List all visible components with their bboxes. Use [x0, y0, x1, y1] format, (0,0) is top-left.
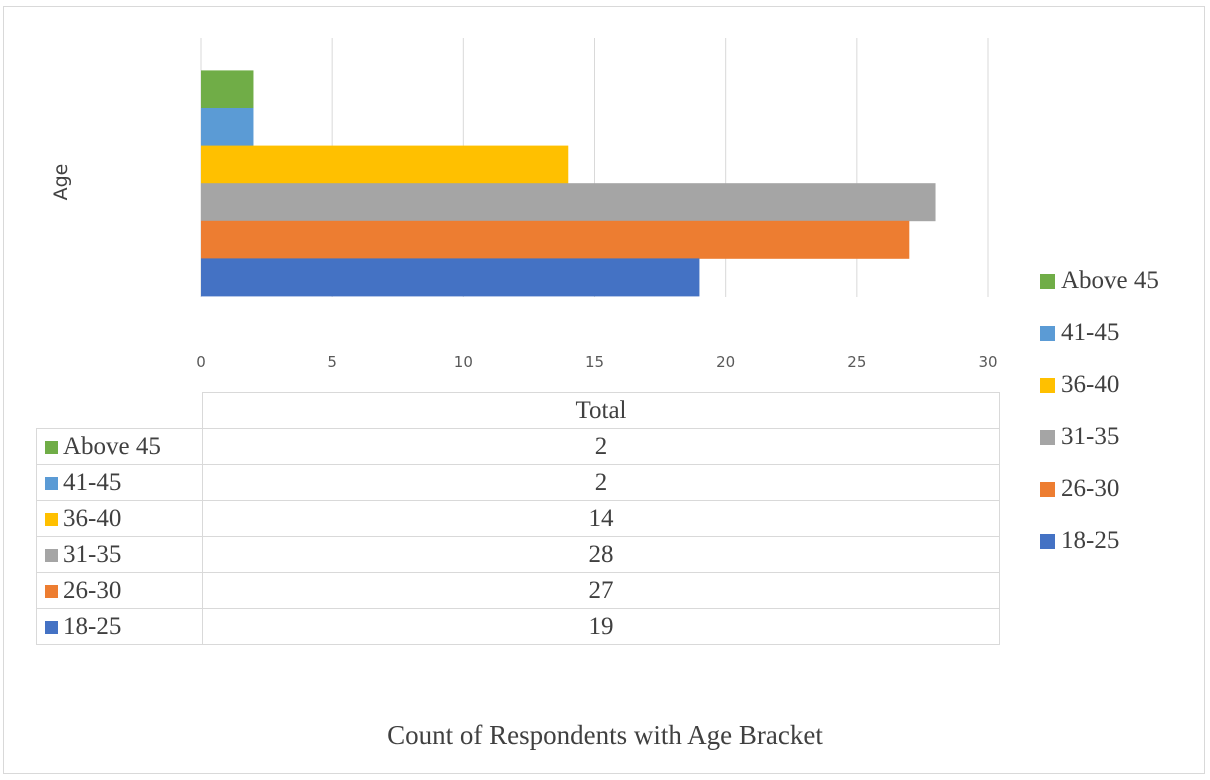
row-swatch	[45, 440, 58, 454]
legend-swatch	[1040, 429, 1055, 445]
table-row: 18-25 19	[36, 608, 1000, 645]
row-label: 36-40	[63, 504, 122, 532]
row-value: 2	[202, 464, 1000, 501]
bar-26-30	[201, 220, 910, 259]
legend-label: 36-40	[1061, 371, 1120, 398]
x-axis-ticks: 0 5 10 15 20 25 30	[196, 353, 997, 371]
row-value: 27	[202, 572, 1000, 609]
row-swatch	[45, 476, 58, 490]
bar-above-45	[201, 70, 254, 109]
row-label: 31-35	[63, 540, 122, 568]
legend-label: 18-25	[1061, 527, 1120, 554]
data-table: Total Above 45 2 41-45 2 36-40 14 31-35 28 26-30…	[36, 392, 1000, 645]
legend-item: Above 45	[1040, 255, 1159, 307]
row-value: 28	[202, 536, 1000, 573]
x-tick-label: 30	[978, 353, 997, 371]
table-row: 36-40 14	[36, 500, 1000, 537]
bar-41-45	[201, 108, 254, 146]
chart-caption: Count of Respondents with Age Bracket	[387, 720, 823, 750]
x-tick-label: 5	[327, 353, 337, 371]
bar-18-25	[201, 258, 700, 297]
table-row: 26-30 27	[36, 572, 1000, 609]
row-value: 19	[202, 608, 1000, 645]
row-label: 41-45	[63, 468, 122, 496]
x-tick-label: 20	[716, 353, 735, 371]
table-header-row: Total	[36, 392, 1000, 429]
legend-label: Above 45	[1061, 267, 1159, 294]
row-value: 14	[202, 500, 1000, 537]
row-swatch	[45, 548, 58, 562]
bars	[201, 70, 936, 297]
legend-swatch	[1040, 377, 1055, 393]
bar-chart: 0 5 10 15 20 25 30	[196, 38, 998, 371]
x-tick-label: 10	[454, 353, 473, 371]
table-column-header: Total	[202, 392, 1000, 429]
bar-36-40	[201, 145, 569, 184]
row-header: 18-25	[36, 608, 203, 645]
row-header: Above 45	[36, 428, 203, 465]
row-header: 31-35	[36, 536, 203, 573]
row-label: 18-25	[63, 612, 122, 640]
row-label: Above 45	[63, 432, 161, 460]
chart-frame	[3, 6, 1205, 774]
legend-label: 41-45	[1061, 319, 1120, 346]
legend-item: 26-30	[1040, 463, 1159, 515]
legend-label: 31-35	[1061, 423, 1120, 450]
row-swatch	[45, 620, 58, 634]
legend-label: 26-30	[1061, 475, 1120, 502]
legend-swatch	[1040, 481, 1055, 497]
row-header: 26-30	[36, 572, 203, 609]
legend: Above 45 41-45 36-40 31-35 26-30 18-25	[1040, 255, 1159, 567]
legend-swatch	[1040, 325, 1055, 341]
x-tick-label: 25	[847, 353, 866, 371]
row-swatch	[45, 512, 58, 526]
legend-item: 41-45	[1040, 307, 1159, 359]
row-label: 26-30	[63, 576, 122, 604]
table-corner	[36, 392, 203, 429]
x-tick-label: 15	[585, 353, 604, 371]
row-swatch	[45, 584, 58, 598]
x-tick-label: 0	[196, 353, 206, 371]
legend-item: 36-40	[1040, 359, 1159, 411]
bar-31-35	[201, 183, 936, 222]
row-header: 41-45	[36, 464, 203, 501]
legend-swatch	[1040, 273, 1055, 289]
legend-item: 31-35	[1040, 411, 1159, 463]
row-value: 2	[202, 428, 1000, 465]
table-row: 31-35 28	[36, 536, 1000, 573]
table-row: 41-45 2	[36, 464, 1000, 501]
row-header: 36-40	[36, 500, 203, 537]
legend-item: 18-25	[1040, 515, 1159, 567]
table-row: Above 45 2	[36, 428, 1000, 465]
legend-swatch	[1040, 533, 1055, 549]
